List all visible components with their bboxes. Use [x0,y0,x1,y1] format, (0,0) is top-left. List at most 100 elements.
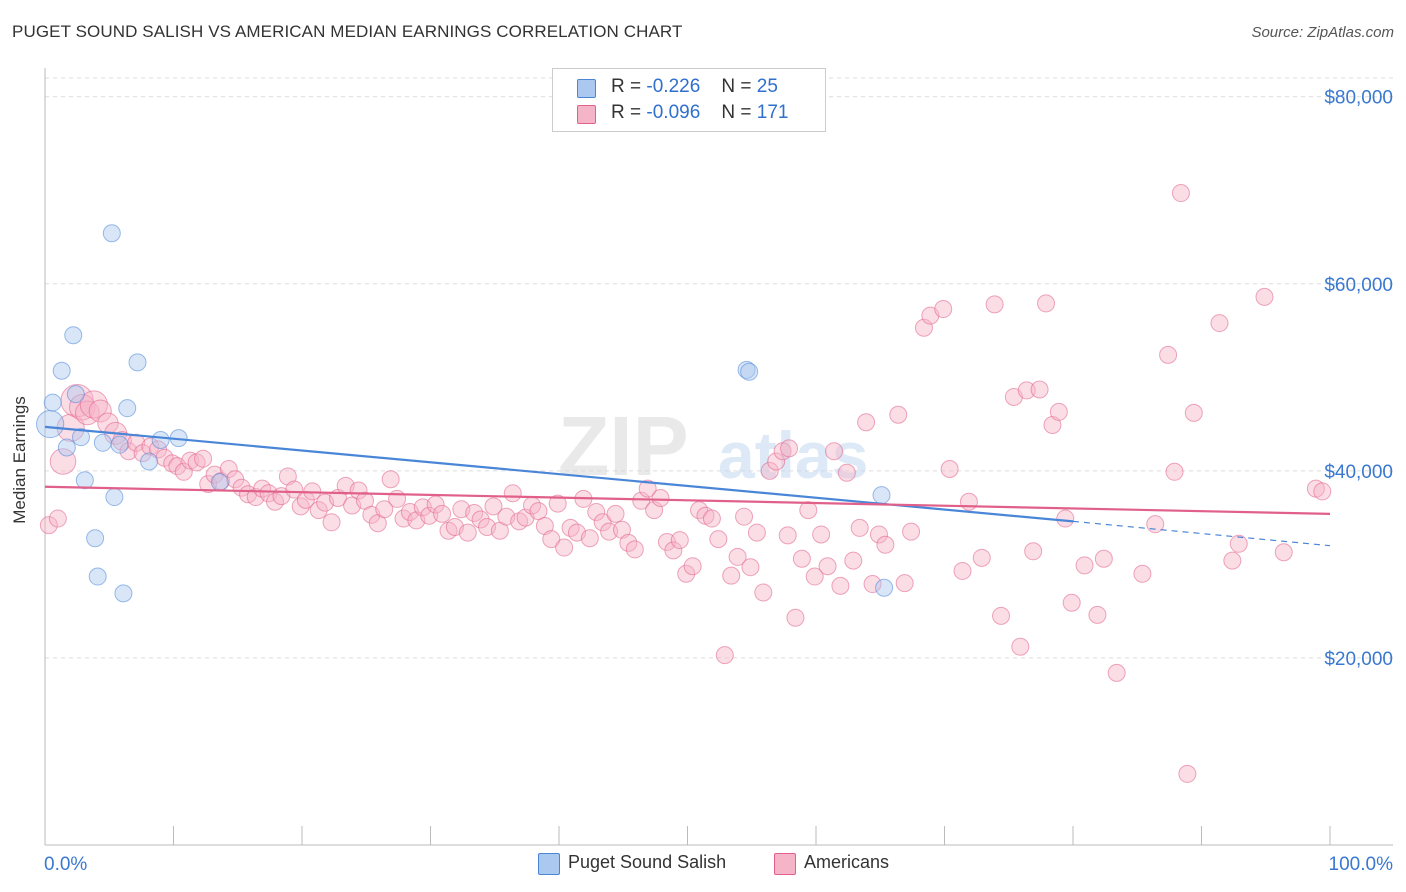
data-point [1037,294,1056,313]
data-point [110,435,129,454]
legend-n-value: 25 [756,76,778,97]
data-point [872,486,891,505]
data-point [1094,549,1113,568]
series-americans [39,184,1332,783]
data-point [535,517,554,536]
data-point [309,501,328,520]
data-point [934,300,953,319]
data-point [651,488,670,507]
trend-lines [44,425,1331,547]
data-point [728,547,747,566]
data-point [285,480,304,499]
data-point [1043,416,1062,435]
data-point [959,492,978,511]
data-point [1049,402,1068,421]
data-point [64,326,83,345]
data-point [1184,403,1203,422]
data-point [322,513,341,532]
data-point [86,529,105,548]
data-point [529,502,548,521]
data-point [760,461,779,480]
data-point [740,362,759,381]
trend-line-extension [1072,520,1331,547]
legend-r-label: R = [611,76,642,97]
data-point [889,405,908,424]
data-point [128,353,147,372]
data-point [48,509,67,528]
data-point [587,503,606,522]
series-puget-sound-salish [36,224,894,603]
data-point [174,462,193,481]
y-axis-label: Median Earnings [9,396,29,524]
data-point [972,548,991,567]
data-point [88,567,107,586]
data-point [1056,509,1075,528]
trend-line [44,485,1331,515]
watermark-atlas: atlas [718,418,868,492]
data-point [471,510,490,529]
watermark-zip: ZIP [558,399,689,493]
data-point [433,504,452,523]
data-point [754,583,773,602]
data-point [709,530,728,549]
data-point [66,385,85,404]
legend-n-label: N = [721,102,752,123]
data-point [102,224,121,243]
data-point [683,557,702,576]
data-point [465,503,484,522]
data-point [43,393,62,412]
data-point [786,608,805,627]
data-point [780,439,799,458]
data-point [837,463,856,482]
data-point [548,494,567,513]
data-point [863,575,882,594]
bottom-legend-swatch-americans [774,853,796,875]
data-point [1075,556,1094,575]
data-point [1017,381,1036,400]
data-point [93,433,112,452]
data-point [1011,637,1030,656]
data-point [57,438,76,457]
data-point [612,520,631,539]
bottom-legend-label-americans: Americans [804,852,890,872]
data-point [715,646,734,665]
source-credit: Source: ZipAtlas.com [1251,24,1394,41]
data-point [940,459,959,478]
data-point [1165,462,1184,481]
data-point [606,504,625,523]
data-point [869,525,888,544]
data-point [542,530,561,549]
data-point [118,399,137,418]
legend-r-label: R = [611,102,642,123]
data-point [824,442,843,461]
data-point [52,361,71,380]
data-point [1313,482,1332,501]
data-point [381,470,400,489]
data-point [638,479,657,498]
data-point [105,488,124,507]
y-tick-label: $80,000 [1324,88,1393,109]
data-point [747,523,766,542]
data-point [1024,542,1043,561]
y-tick-label: $20,000 [1324,649,1393,670]
data-point [850,518,869,537]
watermark: ZIP atlas [558,399,868,493]
data-point [253,479,272,498]
data-point [985,295,1004,314]
y-tick-label: $40,000 [1324,462,1393,483]
data-point [992,606,1011,625]
y-tick-label: $60,000 [1324,275,1393,296]
tick-labels: $20,000 $40,000 $60,000 $80,000 0.0% 100.0% [44,88,1393,875]
legend-r-value: -0.226 [646,76,701,97]
axes [44,68,1393,846]
data-point [1171,184,1190,203]
legend-n-label: N = [721,76,752,97]
data-point [664,541,683,560]
data-point [375,500,394,519]
data-point [876,535,895,554]
data-point [79,390,108,419]
data-point [593,513,612,532]
data-point [75,400,100,426]
data-point [1229,534,1248,553]
